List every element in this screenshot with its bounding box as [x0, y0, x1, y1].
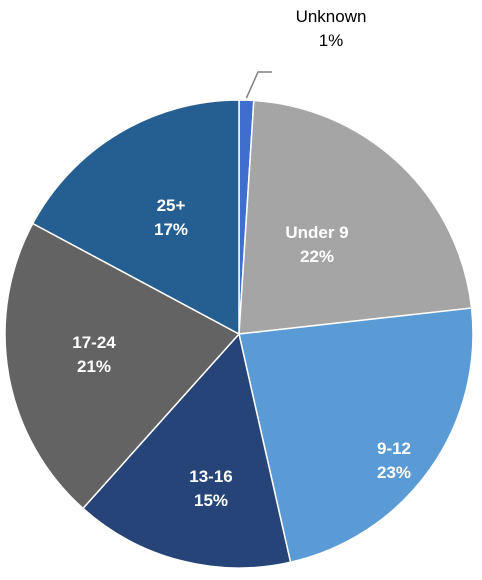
slice-category-17-24: 17-24	[72, 333, 116, 352]
slice-category-13-16: 13-16	[189, 467, 232, 486]
pie-slice-25-	[31, 99, 240, 336]
pie-slice-under-9	[238, 99, 473, 335]
slice-label-25-: 25+ 17%	[154, 196, 188, 239]
slice-percent-9-12: 23%	[377, 463, 411, 482]
slice-category-unknown: Unknown	[296, 7, 367, 26]
slice-category-25-: 25+	[157, 196, 186, 215]
unknown-leader-line	[245, 71, 272, 99]
slice-label-17-24: 17-24 21%	[72, 333, 116, 376]
slice-label-13-16: 13-16 15%	[189, 467, 232, 510]
slice-labels: Unknown 1% Under 9 22% 9-12 23% 13-16 15% 17-24 2…	[72, 7, 411, 510]
pie-slice-9-12	[238, 307, 474, 564]
slice-percent-under-9: 22%	[300, 247, 334, 266]
slice-percent-13-16: 15%	[194, 491, 228, 510]
slice-category-9-12: 9-12	[377, 439, 411, 458]
slice-percent-unknown: 1%	[319, 31, 344, 50]
pie-slice-17-24	[4, 222, 241, 510]
slice-label-unknown: Unknown 1%	[296, 7, 367, 50]
slice-label-9-12: 9-12 23%	[377, 439, 411, 482]
slice-category-under-9: Under 9	[285, 223, 348, 242]
pie-slice-13-16	[81, 332, 292, 569]
pie-slices	[4, 99, 474, 569]
slice-label-under-9: Under 9 22%	[285, 223, 348, 266]
slice-percent-25-: 17%	[154, 220, 188, 239]
slice-percent-17-24: 21%	[77, 357, 111, 376]
